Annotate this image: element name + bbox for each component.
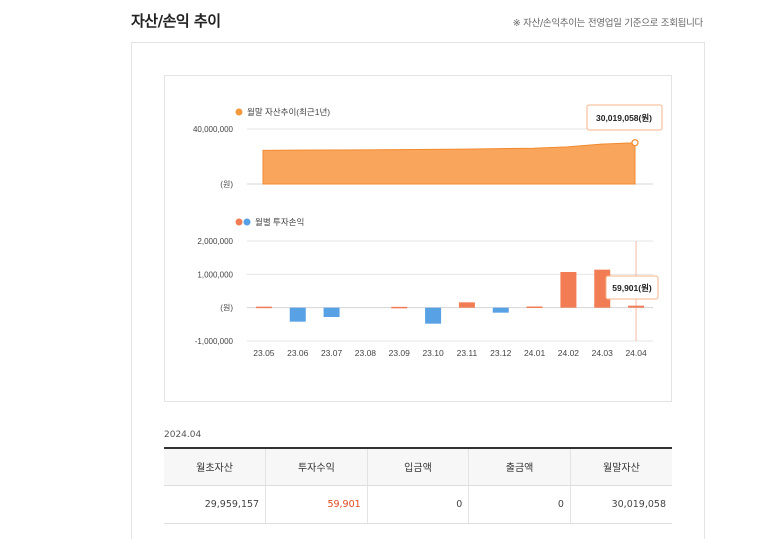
- profit-bar: [289, 307, 306, 322]
- cell-deposit: 0: [366, 485, 469, 524]
- x-tick-label: 24.02: [558, 348, 580, 358]
- x-tick-label: 23.08: [355, 348, 377, 358]
- bar-legend-label: 월별 투자손익: [255, 217, 304, 227]
- header-deposit: 입금액: [366, 447, 469, 486]
- bar-legend-marker-positive: [235, 218, 243, 226]
- x-tick-label: 23.09: [389, 348, 411, 358]
- header-withdrawal: 출금액: [468, 447, 571, 486]
- header-start-assets: 월초자산: [164, 447, 266, 486]
- cell-start-assets: 29,959,157: [164, 485, 266, 524]
- profit-bar: [391, 306, 408, 309]
- bar-y-tick-label: 1,000,000: [197, 270, 233, 279]
- profit-bar: [628, 305, 645, 308]
- area-legend-marker: [235, 108, 243, 116]
- x-tick-label: 23.11: [457, 348, 478, 358]
- bar-legend-marker-negative: [243, 218, 251, 226]
- x-tick-label: 23.05: [253, 348, 275, 358]
- profit-bar: [425, 307, 442, 324]
- x-tick-label: 24.03: [592, 348, 614, 358]
- area-legend-label: 월말 자산추이(최근1년): [247, 107, 330, 117]
- x-tick-label: 24.01: [524, 348, 546, 358]
- bar-tooltip-text: 59,901(원): [612, 283, 652, 293]
- summary-header-row: 월초자산 투자수익 입금액 출금액 월말자산: [164, 447, 672, 486]
- x-tick-label: 23.06: [287, 348, 309, 358]
- asset-profit-chart: 월말 자산추이(최근1년) 40,000,000 (원) 30,019,058(원) 월…: [193, 104, 663, 358]
- summary-table: 월초자산 투자수익 입금액 출금액 월말자산 29,959,157 59,901…: [164, 447, 672, 524]
- chart-panel: 월말 자산추이(최근1년) 40,000,000 (원) 30,019,058(원) 월…: [164, 75, 672, 402]
- profit-bar: [560, 272, 577, 308]
- x-tick-label: 24.04: [625, 348, 647, 358]
- cell-withdrawal: 0: [468, 485, 571, 524]
- profit-bar: [458, 302, 475, 308]
- area-unit-label: (원): [220, 180, 233, 189]
- bar-tooltip-box: [605, 275, 659, 300]
- x-tick-label: 23.07: [321, 348, 343, 358]
- asset-area-series: [262, 142, 636, 185]
- cell-investment-profit: 59,901: [265, 485, 368, 524]
- cell-end-assets: 30,019,058: [569, 485, 672, 524]
- profit-bar: [255, 306, 272, 309]
- bar-unit-label: (원): [220, 304, 233, 313]
- notice-text: ※ 자산/손익추이는 전영업일 기준으로 조회됩니다: [512, 18, 704, 29]
- area-tooltip-box: [586, 104, 663, 131]
- period-label: 2024.04: [164, 430, 202, 440]
- x-tick-label: 23.10: [422, 348, 444, 358]
- header-end-assets: 월말자산: [569, 447, 672, 486]
- profit-bar: [492, 307, 509, 313]
- table-row: 29,959,157 59,901 0 0 30,019,058: [164, 485, 672, 524]
- header-investment-profit: 투자수익: [265, 447, 368, 486]
- x-tick-label: 23.12: [490, 348, 512, 358]
- area-tooltip-text: 30,019,058(원): [596, 113, 652, 123]
- bar-y-tick-label: -1,000,000: [195, 337, 234, 346]
- profit-bar: [526, 306, 543, 308]
- bar-y-tick-label: 2,000,000: [197, 237, 233, 246]
- page-title: 자산/손익 추이: [131, 12, 221, 30]
- area-y-tick-label: 40,000,000: [193, 125, 234, 134]
- area-last-point: [631, 139, 639, 147]
- profit-bar: [323, 307, 340, 317]
